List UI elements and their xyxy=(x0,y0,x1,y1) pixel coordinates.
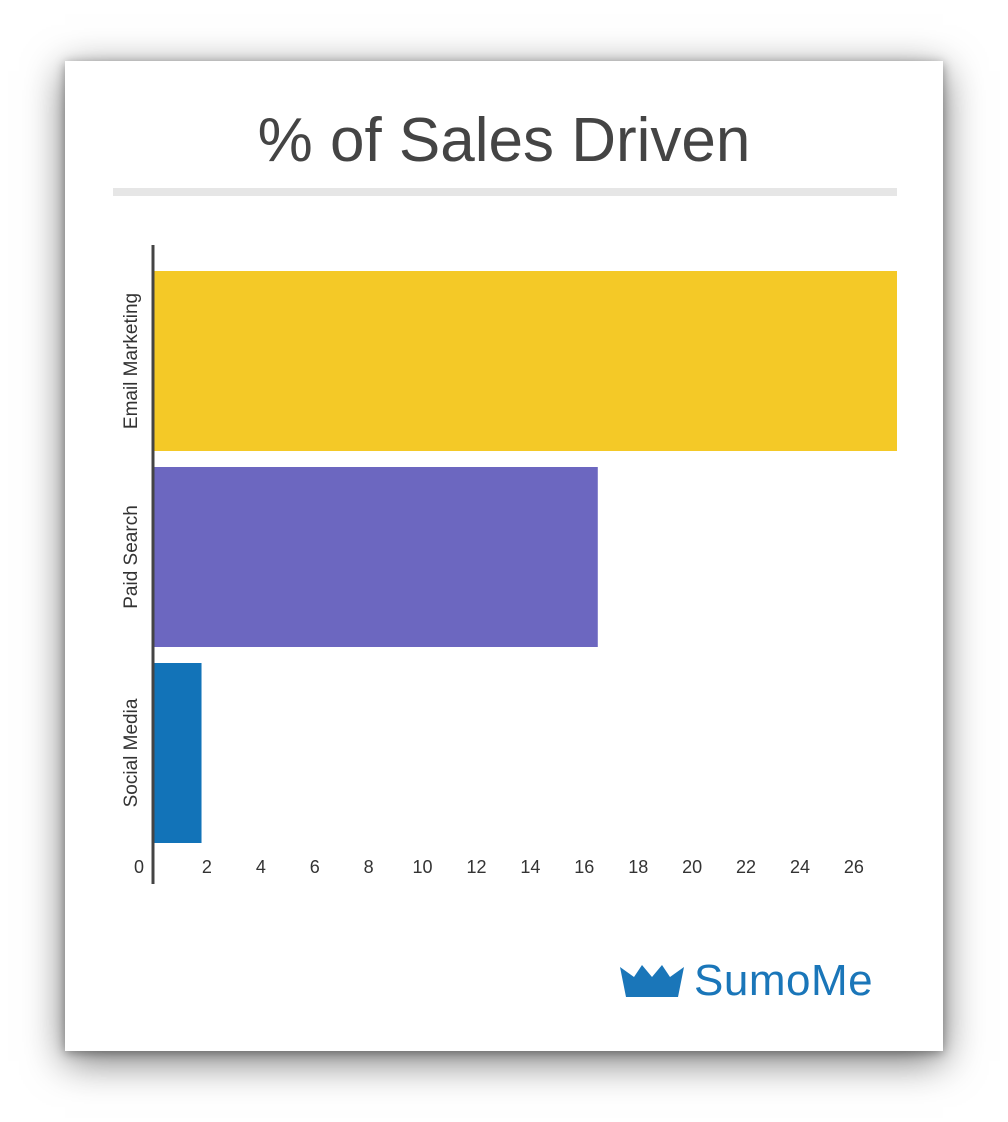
x-tick-label: 20 xyxy=(682,857,702,877)
bar-social-media xyxy=(154,663,202,843)
x-tick-label: 10 xyxy=(413,857,433,877)
x-tick-label: 8 xyxy=(364,857,374,877)
x-tick-label: 0 xyxy=(134,857,144,877)
category-label: Email Marketing xyxy=(121,293,142,429)
bar-chart: Email Marketing Paid Search Social Media 0 2… xyxy=(121,245,897,884)
bar-email-marketing xyxy=(154,271,897,451)
category-label: Paid Search xyxy=(121,505,142,609)
logo-text: SumoMe xyxy=(694,956,874,1005)
x-tick-label: 2 xyxy=(202,857,212,877)
x-tick-label: 4 xyxy=(256,857,266,877)
sumome-logo: SumoMe xyxy=(620,951,873,1011)
crown-icon xyxy=(620,965,684,997)
category-label: Social Media xyxy=(121,698,142,807)
bar-paid-search xyxy=(154,467,598,647)
x-tick-label: 18 xyxy=(628,857,648,877)
x-tick-label: 22 xyxy=(736,857,756,877)
chart-card: % of Sales Driven Email Marketing Paid Se… xyxy=(65,61,943,1051)
title-divider xyxy=(113,188,897,196)
x-tick-label: 12 xyxy=(466,857,486,877)
x-tick-label: 16 xyxy=(574,857,594,877)
x-tick-label: 6 xyxy=(310,857,320,877)
x-tick-label: 26 xyxy=(844,857,864,877)
x-tick-label: 24 xyxy=(790,857,810,877)
x-tick-label: 14 xyxy=(520,857,540,877)
chart-title: % of Sales Driven xyxy=(257,106,751,175)
